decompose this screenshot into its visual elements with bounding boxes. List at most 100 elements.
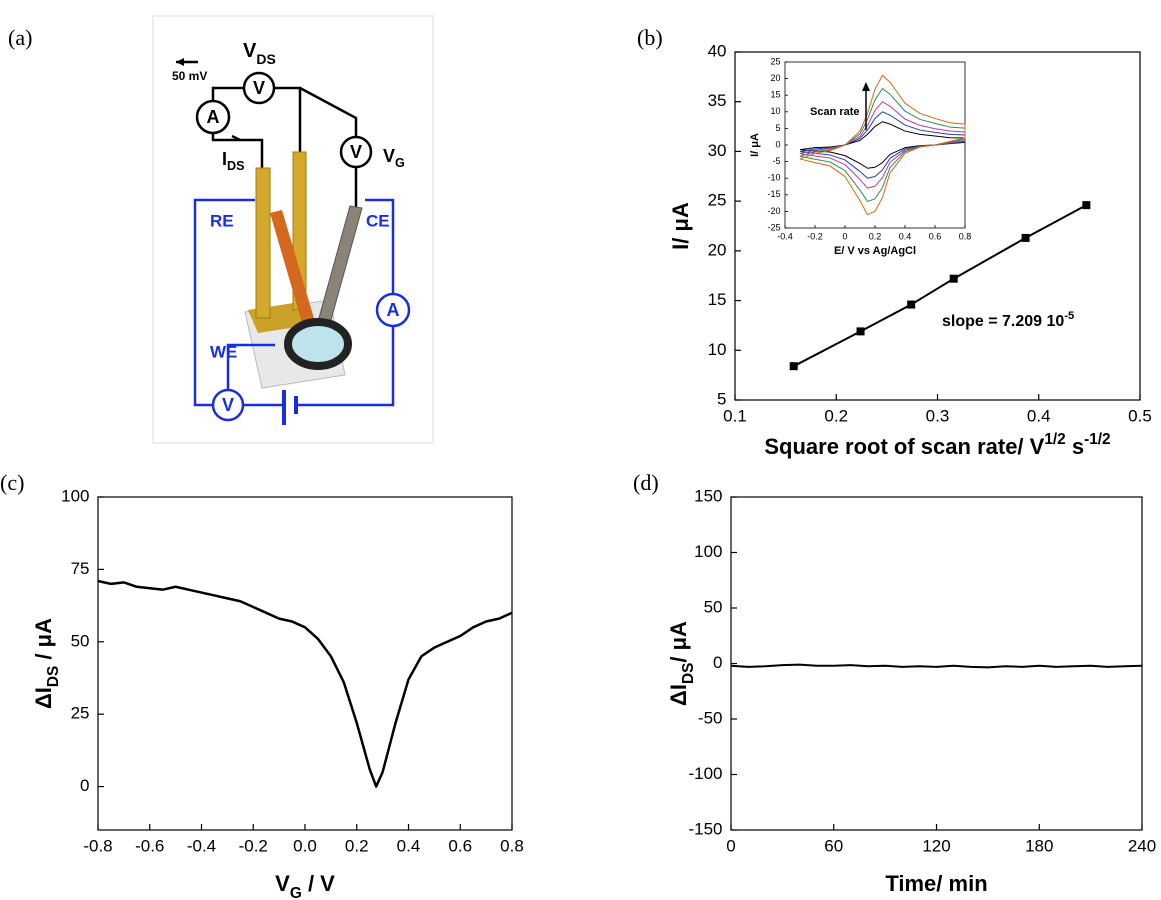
x-axis-label: E/ V vs Ag/AgCl — [834, 245, 916, 257]
x-tick-label: 120 — [922, 836, 950, 855]
x-tick-label: 0.5 — [1128, 406, 1152, 425]
x-tick-label: 0.2 — [345, 836, 369, 855]
y-tick-label: -20 — [767, 206, 780, 216]
data-line — [799, 74, 966, 216]
data-point — [949, 274, 958, 283]
inset-annotation: Scan rate — [810, 106, 860, 118]
diagram: A V V A V RE CE WE 50 mV (a) — [8, 15, 434, 444]
panel-label: (a) — [8, 25, 32, 50]
y-tick-label: 25 — [708, 191, 727, 210]
terminal-label: CE — [366, 211, 390, 230]
y-tick-label: 75 — [71, 559, 90, 578]
y-tick-label: 15 — [708, 290, 727, 309]
x-axis-label-part: s — [1066, 434, 1084, 459]
y-tick-label: 50 — [71, 631, 90, 650]
vg-label-part: V — [383, 146, 395, 166]
x-tick-label: 0.6 — [448, 836, 472, 855]
vg-label: VG — [383, 146, 405, 171]
meter-label: V — [350, 142, 362, 162]
cell-ring — [284, 318, 352, 370]
y-axis-label-part: / μA — [666, 621, 691, 663]
y-tick-label: 35 — [708, 91, 727, 110]
y-tick-label: -25 — [767, 222, 780, 232]
meter-label: A — [387, 300, 400, 320]
y-tick-label: -5 — [772, 156, 780, 166]
panel-label: (d) — [633, 470, 659, 495]
x-tick-label: 0.4 — [1027, 406, 1051, 425]
plot-frame — [97, 496, 513, 831]
y-tick-label: -10 — [767, 173, 780, 183]
y-tick-label: 100 — [694, 542, 722, 561]
y-tick-label: 50 — [704, 597, 723, 616]
data-point — [789, 362, 798, 371]
vds-label-part: DS — [256, 51, 275, 67]
x-tick-label: 0.0 — [293, 836, 317, 855]
data-line — [793, 204, 1087, 368]
vds-label: VDS — [243, 40, 276, 66]
y-axis-label-part: ΔI — [666, 684, 691, 706]
data-line — [730, 663, 1143, 669]
data-point — [1082, 201, 1091, 210]
y-tick-label: 150 — [694, 486, 722, 505]
y-tick-label: 40 — [708, 41, 727, 60]
x-axis-label: Square root of scan rate/ V1/2 s-1/2 — [764, 431, 1110, 459]
terminal-label: RE — [210, 211, 234, 230]
y-tick-label: 5 — [717, 389, 726, 408]
meter-label: A — [207, 107, 220, 127]
panel-label: (b) — [637, 25, 663, 50]
ids-label-part: I — [222, 149, 227, 169]
meter-label: V — [222, 395, 234, 415]
electrode — [255, 167, 271, 319]
x-axis-label-part: -1/2 — [1084, 431, 1111, 448]
vds-label-part: V — [243, 40, 257, 62]
blue-wires — [193, 198, 395, 425]
y-tick-label: -15 — [767, 189, 780, 199]
y-tick-label: 30 — [708, 141, 727, 160]
x-axis-label-part: V — [275, 871, 290, 896]
y-tick-label: 10 — [708, 340, 727, 359]
vg-label-part: G — [395, 156, 405, 170]
arrow-head — [176, 58, 184, 66]
x-tick-label: -0.8 — [83, 836, 112, 855]
y-axis-label-part: / μA — [31, 618, 56, 666]
x-axis-label: VG / V — [275, 871, 335, 900]
x-tick-label: 0 — [726, 836, 735, 855]
annotation-part: -5 — [1064, 310, 1074, 322]
x-axis-label: Time/ min — [885, 871, 987, 896]
x-axis-label-part: / V — [302, 871, 335, 896]
x-tick-label: 0.8 — [500, 836, 524, 855]
x-tick-label: -0.4 — [777, 231, 793, 241]
x-tick-label: -0.4 — [187, 836, 216, 855]
y-tick-label: 25 — [770, 56, 780, 66]
x-tick-label: 0.1 — [723, 406, 747, 425]
x-tick-label: 0.3 — [926, 406, 950, 425]
y-axis-label-part: ΔI — [31, 687, 56, 709]
x-tick-label: 0.6 — [929, 231, 942, 241]
data-point — [1021, 233, 1030, 242]
step-label: 50 mV — [172, 69, 207, 83]
x-tick-label: 0.4 — [397, 836, 421, 855]
x-tick-label: -0.2 — [239, 836, 268, 855]
x-tick-label: -0.2 — [807, 231, 823, 241]
y-tick-label: 25 — [71, 704, 90, 723]
ids-label-part: DS — [227, 159, 245, 173]
y-tick-label: 100 — [61, 486, 89, 505]
y-axis-label: I/ μA — [749, 133, 761, 157]
x-tick-label: 0.4 — [899, 231, 912, 241]
y-tick-label: 15 — [770, 90, 780, 100]
y-tick-label: -100 — [688, 764, 722, 783]
y-tick-label: -150 — [688, 819, 722, 838]
annotation-part: slope = 7.209 10 — [942, 313, 1064, 330]
panel-label: (c) — [0, 470, 24, 495]
data-line — [97, 579, 513, 788]
plot-frame — [734, 51, 1141, 401]
annotation: slope = 7.209 10-5 — [942, 310, 1074, 330]
meter-circles — [195, 71, 411, 422]
y-axis-label-part: DS — [680, 663, 697, 684]
x-axis-label-part: Square root of scan rate/ V — [764, 434, 1044, 459]
x-tick-label: 0.8 — [959, 231, 972, 241]
x-tick-label: -0.6 — [135, 836, 164, 855]
terminal-label: WE — [210, 342, 237, 361]
data-point — [907, 300, 916, 309]
